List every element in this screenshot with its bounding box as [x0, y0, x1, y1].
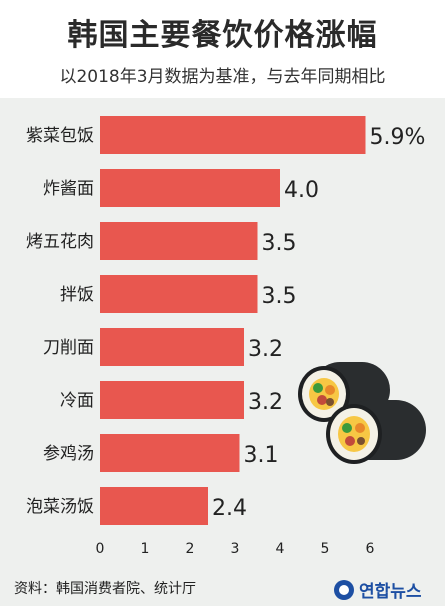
category-label: 拌饭: [60, 285, 94, 305]
value-label: 4.0: [284, 178, 319, 203]
x-tick-label: 6: [366, 541, 375, 557]
yonhap-logo: 연합뉴스: [334, 577, 422, 602]
x-tick-label: 3: [231, 541, 240, 557]
category-label: 刀削面: [43, 338, 94, 358]
source-note: 资料：韩国消费者院、统计厅: [14, 581, 196, 597]
x-tick-label: 2: [186, 541, 195, 557]
bar: [100, 328, 244, 366]
bar: [100, 434, 240, 472]
bar: [100, 381, 244, 419]
bar: [100, 487, 208, 525]
value-label: 3.1: [244, 443, 279, 468]
category-label: 冷面: [60, 391, 94, 411]
x-tick-label: 4: [276, 541, 285, 557]
value-label: 3.5: [262, 284, 297, 309]
category-label: 泡菜汤饭: [26, 497, 94, 517]
bar: [100, 222, 258, 260]
value-label: 3.2: [248, 337, 283, 362]
bar: [100, 275, 258, 313]
x-tick-label: 1: [141, 541, 150, 557]
bar: [100, 116, 366, 154]
x-tick-label: 0: [96, 541, 105, 557]
bar: [100, 169, 280, 207]
logo-text: 연합뉴스: [359, 582, 422, 602]
value-label: 2.4: [212, 496, 247, 521]
value-label: 3.5: [262, 231, 297, 256]
value-label: 3.2: [248, 390, 283, 415]
logo-icon: [334, 579, 354, 600]
value-label: 5.9%: [370, 125, 426, 150]
chart-subtitle: 以2018年3月数据为基准，与去年同期相比: [59, 67, 386, 87]
chart-title: 韩国主要餐饮价格涨幅: [67, 18, 378, 53]
category-label: 参鸡汤: [43, 444, 94, 464]
gimbap-illustration: [298, 362, 426, 464]
category-label: 烤五花肉: [26, 232, 94, 252]
category-label: 炸酱面: [43, 179, 94, 199]
x-tick-label: 5: [321, 541, 330, 557]
category-label: 紫菜包饭: [26, 126, 94, 146]
